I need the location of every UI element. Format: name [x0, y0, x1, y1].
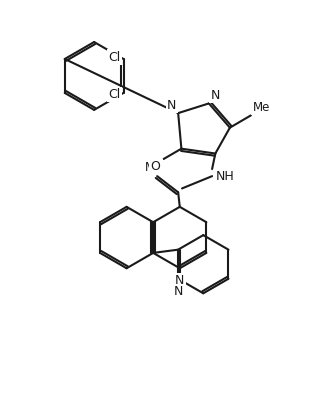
Text: NH: NH — [215, 170, 234, 183]
Text: N: N — [167, 99, 177, 112]
Text: Me: Me — [252, 101, 270, 114]
Text: Cl: Cl — [108, 51, 120, 64]
Text: Cl: Cl — [108, 88, 120, 101]
Text: Me: Me — [145, 161, 162, 174]
Text: N: N — [173, 285, 183, 298]
Text: N: N — [175, 274, 184, 287]
Text: O: O — [151, 160, 160, 173]
Text: N: N — [211, 89, 220, 102]
